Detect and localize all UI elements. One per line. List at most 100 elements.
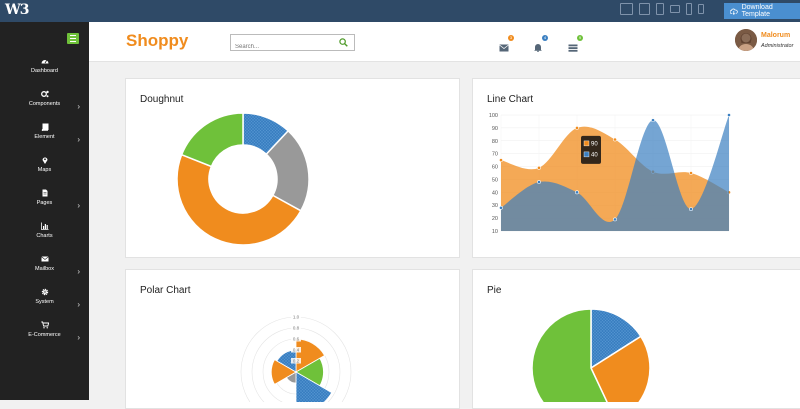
sidebar-item-label: Maps — [37, 167, 52, 173]
doughnut-card: Doughnut — [125, 78, 460, 258]
card-title: Line Chart — [487, 94, 534, 105]
data-point[interactable] — [575, 125, 579, 130]
sidebar-item-pages[interactable]: Pages › — [0, 189, 89, 219]
gear-icon — [41, 288, 48, 296]
polar-chart: 1.0 0.8 0.6 0.4 0.2 — [240, 314, 352, 402]
book-icon — [41, 123, 48, 131]
data-point[interactable] — [499, 205, 503, 210]
sidebar-item-label: System — [35, 299, 54, 305]
bell-icon — [534, 44, 542, 53]
sidebar-item-maps[interactable]: Maps — [0, 156, 89, 186]
chevron-right-icon: › — [77, 102, 80, 111]
data-point[interactable] — [689, 207, 693, 211]
data-point[interactable] — [537, 165, 541, 170]
tick-backdrop — [291, 347, 301, 353]
messages-button[interactable]: 3 — [499, 35, 514, 52]
pie-slice-1[interactable] — [590, 335, 651, 402]
sidebar-item-element[interactable]: Element › — [0, 123, 89, 153]
chevron-right-icon: › — [77, 267, 80, 276]
sidebar-item-charts[interactable]: Charts — [0, 222, 89, 252]
chevron-right-icon: › — [77, 135, 80, 144]
pie-slice-0[interactable] — [590, 308, 642, 370]
avatar[interactable] — [735, 29, 757, 51]
data-point[interactable] — [613, 217, 617, 222]
y-tick-label: 70 — [492, 152, 498, 158]
download-template-button[interactable]: Download Template — [724, 3, 800, 19]
sidebar-item-label: Pages — [36, 200, 53, 206]
brand-title[interactable]: Shoppy — [126, 31, 189, 50]
logo[interactable]: W3 — [5, 2, 29, 18]
file-icon — [42, 189, 47, 197]
chevron-right-icon: › — [77, 300, 80, 309]
notification-badge: 9 — [577, 35, 583, 41]
device-switcher — [620, 3, 704, 15]
polar-tick-label: 0.4 — [293, 348, 300, 353]
user-name[interactable]: Malorum — [761, 32, 791, 39]
polar-segment-2[interactable] — [295, 371, 333, 402]
data-point[interactable] — [727, 113, 731, 117]
cogs-icon — [40, 90, 49, 98]
download-template-label: Download Template — [741, 4, 773, 18]
search-icon[interactable] — [339, 38, 348, 47]
polar-tick-label: 0.2 — [293, 359, 300, 364]
y-tick-label: 100 — [489, 113, 498, 119]
sidebar-item-label: Mailbox — [35, 266, 54, 272]
search-input[interactable] — [231, 39, 331, 55]
data-point[interactable] — [575, 190, 579, 195]
y-tick-label: 30 — [492, 203, 498, 209]
polar-chart-card: Polar Chart 1.0 0.8 0.6 0.4 0.2 — [125, 269, 460, 409]
envelope-icon — [40, 256, 49, 262]
tablet-portrait-icon[interactable] — [656, 3, 664, 15]
tablet-landscape-icon[interactable] — [639, 3, 650, 15]
data-point[interactable] — [537, 180, 541, 184]
card-title: Pie — [487, 285, 502, 296]
data-point[interactable] — [499, 158, 503, 163]
tick-backdrop — [291, 336, 301, 342]
search-box — [230, 34, 355, 55]
sidebar-item-mailbox[interactable]: Mailbox › — [0, 255, 89, 285]
data-point[interactable] — [689, 171, 693, 175]
tooltip-value: 40 — [591, 152, 598, 158]
tick-backdrop — [291, 314, 301, 320]
data-point[interactable] — [651, 118, 655, 123]
y-tick-label: 60 — [492, 165, 498, 171]
y-tick-label: 90 — [492, 126, 498, 132]
tasks-button[interactable]: 9 — [568, 35, 583, 52]
polar-tick-label: 0.6 — [293, 337, 300, 342]
card-title: Doughnut — [140, 94, 184, 105]
pie-slice-2[interactable] — [176, 153, 302, 245]
doughnut-chart — [176, 112, 310, 245]
pie-chart — [531, 308, 651, 402]
chevron-right-icon: › — [77, 333, 80, 342]
area-series-1[interactable] — [501, 115, 729, 231]
sidebar-item-label: Components — [28, 101, 61, 107]
desktop-icon[interactable] — [620, 3, 633, 15]
y-tick-label: 80 — [492, 139, 498, 145]
notification-badge: 3 — [508, 35, 514, 41]
pie-slice-3[interactable] — [180, 112, 244, 168]
menu-toggle-button[interactable] — [67, 33, 79, 44]
y-tick-label: 50 — [492, 177, 498, 183]
pie-slice-2[interactable] — [531, 308, 616, 402]
phone-portrait-icon[interactable] — [686, 3, 692, 15]
sidebar-item-dashboard[interactable]: Dashboard — [0, 57, 89, 87]
dashboard-icon — [41, 59, 48, 64]
envelope-icon — [499, 44, 509, 52]
chevron-right-icon: › — [77, 201, 80, 210]
polar-segment-4[interactable] — [270, 359, 297, 385]
user-role: Administrator — [761, 43, 794, 49]
sidebar-item-system[interactable]: System › — [0, 288, 89, 318]
sidebar-item-components[interactable]: Components › — [0, 90, 89, 120]
sidebar-item-label: Dashboard — [31, 68, 58, 74]
alerts-button[interactable]: 4 — [533, 35, 548, 53]
cloud-download-icon — [730, 8, 738, 15]
line-chart: 100 90 80 70 60 50 40 30 20 10 90 40 — [489, 113, 731, 235]
pie-chart-card: Pie — [472, 269, 800, 409]
sidebar-item-ecommerce[interactable]: E-Commerce › — [0, 321, 89, 351]
phone-small-icon[interactable] — [698, 4, 704, 14]
phone-landscape-icon[interactable] — [670, 5, 680, 13]
sidebar-item-label: Charts — [36, 233, 53, 239]
sidebar-item-label: E-Commerce — [28, 332, 61, 338]
map-marker-icon — [42, 157, 47, 164]
data-point[interactable] — [613, 137, 617, 142]
